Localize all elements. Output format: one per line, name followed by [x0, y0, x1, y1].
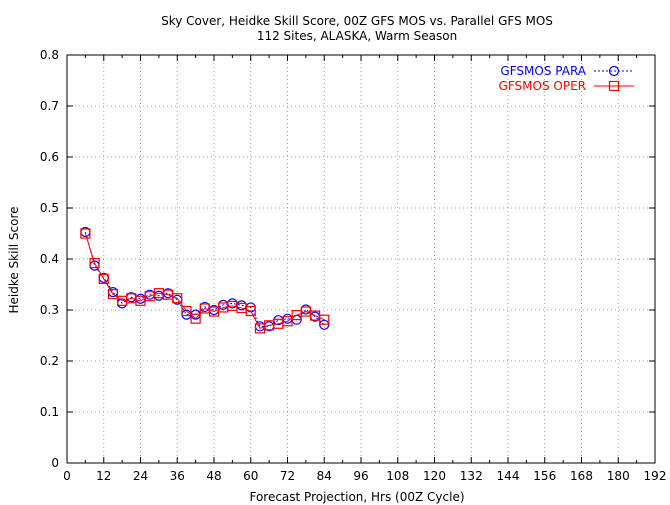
x-tick-label: 72 [280, 469, 295, 483]
x-tick-label: 84 [317, 469, 332, 483]
data-point [190, 313, 201, 324]
y-tick-label: 0.2 [40, 354, 59, 368]
data-point [107, 289, 119, 300]
y-tick-label: 0.6 [40, 150, 59, 164]
chart-subtitle: 112 Sites, ALASKA, Warm Season [257, 29, 457, 43]
x-tick-label: 144 [497, 469, 520, 483]
y-tick-label: 0.3 [40, 303, 59, 317]
legend-item: GFSMOS PARA [500, 64, 634, 78]
data-point [319, 314, 330, 325]
grid-lines [67, 55, 655, 463]
y-tick-label: 0.4 [40, 252, 59, 266]
data-point [89, 257, 100, 269]
x-tick-label: 96 [353, 469, 368, 483]
series-line [84, 231, 325, 327]
x-tick-label: 180 [607, 469, 630, 483]
legend-label: GFSMOS OPER [499, 79, 586, 93]
legend-label: GFSMOS PARA [500, 64, 586, 78]
data-point [282, 316, 293, 327]
data-point [181, 305, 192, 317]
x-tick-label: 0 [63, 469, 71, 483]
x-tick-label: 36 [170, 469, 185, 483]
data-point [245, 305, 256, 317]
x-tick-label: 168 [570, 469, 593, 483]
y-tick-label: 0.5 [40, 201, 59, 215]
y-tick-label: 0.8 [40, 48, 59, 62]
chart-title: Sky Cover, Heidke Skill Score, 00Z GFS M… [161, 14, 553, 28]
x-tick-label: 48 [206, 469, 221, 483]
data-point [172, 293, 183, 304]
data-point [319, 319, 330, 330]
x-tick-label: 12 [96, 469, 111, 483]
y-tick-label: 0.7 [40, 99, 59, 113]
legend-item: GFSMOS OPER [499, 79, 634, 93]
legend-marker [608, 65, 620, 77]
x-tick-label: 132 [460, 469, 483, 483]
x-tick-label: 120 [423, 469, 446, 483]
x-axis-label: Forecast Projection, Hrs (00Z Cycle) [249, 490, 464, 504]
data-point [80, 228, 91, 239]
x-tick-label: 24 [133, 469, 148, 483]
y-tick-label: 0 [51, 456, 59, 470]
x-tick-label: 60 [243, 469, 258, 483]
axes: 0 12 24 36 48 60 72 84 96 108 120 132 144 156 168 180 19… [40, 48, 667, 483]
y-axis-label: Heidke Skill Score [7, 206, 21, 313]
series-group [80, 226, 330, 334]
series-oper [80, 228, 330, 334]
x-tick-label: 108 [386, 469, 409, 483]
x-tick-label: 156 [533, 469, 556, 483]
data-point [98, 273, 109, 284]
y-tick-label: 0.1 [40, 405, 59, 419]
x-tick-label: 192 [644, 469, 667, 483]
legend-marker [608, 80, 620, 92]
series-line [84, 233, 325, 329]
